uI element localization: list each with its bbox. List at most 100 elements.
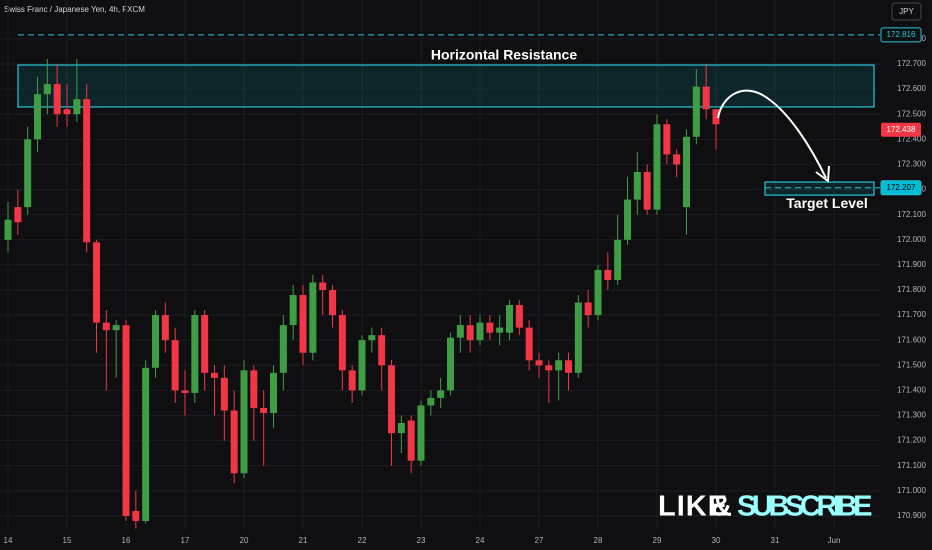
candle-body	[702, 86, 710, 110]
candle-body	[43, 84, 51, 95]
candle-body	[93, 242, 100, 323]
y-tick-label: 171.400	[897, 386, 926, 395]
price-axis-bg	[880, 0, 932, 550]
price-tag-label: 172.816	[887, 30, 916, 39]
y-tick-label: 171.600	[897, 335, 926, 344]
arrow	[717, 89, 827, 179]
x-tick-label: 31	[771, 536, 780, 545]
candle-body	[171, 340, 179, 391]
candle-body	[34, 94, 41, 140]
candle-body	[53, 84, 61, 115]
candle-body	[673, 154, 681, 165]
candle-body	[368, 335, 376, 341]
candle-body	[132, 510, 140, 521]
price-tag	[880, 27, 922, 43]
candle-body	[515, 305, 523, 328]
candle-body	[102, 322, 110, 331]
arrow-head	[815, 165, 830, 183]
candle-body	[712, 109, 720, 125]
candle-body	[270, 372, 277, 414]
candle-body	[447, 337, 454, 391]
candle-body	[476, 322, 484, 341]
candle-body	[112, 325, 120, 331]
zone-label: Target Level	[786, 195, 867, 211]
x-tick-label: 28	[594, 536, 603, 545]
x-tick-label: 21	[299, 536, 308, 545]
banner-subscribe: SUBSCRIBE	[737, 491, 873, 523]
y-tick-label: 172.600	[897, 84, 926, 93]
candle-body	[496, 327, 504, 333]
candle-body	[437, 390, 445, 398]
candle-body	[594, 269, 602, 316]
y-tick-label: 171.800	[897, 285, 926, 294]
candle-body	[486, 322, 494, 333]
current-price-label: 172.438	[887, 125, 916, 134]
x-tick-label: 30	[712, 536, 721, 545]
candle-body	[388, 365, 395, 434]
candle-body	[348, 370, 356, 391]
x-tick-label: 24	[476, 536, 485, 545]
x-tick-label: 20	[240, 536, 249, 545]
y-tick-label: 172.100	[897, 210, 926, 219]
candle-body	[299, 295, 307, 353]
candle-body	[692, 86, 700, 137]
candle-body	[279, 325, 287, 373]
x-tick-label: 23	[417, 536, 426, 545]
x-tick-label: 15	[63, 536, 72, 545]
candle-body	[633, 171, 641, 200]
candle-body	[358, 340, 366, 391]
zone-label: Horizontal Resistance	[431, 47, 577, 63]
zone	[17, 64, 875, 108]
y-tick-label: 172.500	[897, 109, 926, 118]
y-tick-label: 171.500	[897, 360, 926, 369]
candle-body	[201, 315, 209, 373]
candle-body	[122, 325, 130, 516]
x-tick-label: 29	[653, 536, 662, 545]
x-tick-label: Jun	[828, 536, 841, 545]
y-tick-label: 171.000	[897, 486, 926, 495]
chart-title: Swiss Franc / Japanese Yen, 4h, FXCM	[4, 5, 145, 14]
candle-body	[653, 124, 661, 210]
y-tick-label: 172.700	[897, 59, 926, 68]
candle-body	[506, 305, 513, 333]
y-tick-label: 170.900	[897, 511, 926, 520]
candle-body	[73, 99, 81, 115]
candle-body	[152, 315, 159, 368]
candle-body	[407, 420, 415, 461]
banner-amp: &	[711, 491, 732, 523]
candle-body	[63, 109, 71, 115]
candle-body	[427, 397, 435, 406]
candle-body	[329, 289, 336, 316]
currency-box[interactable]	[891, 2, 922, 21]
candle-body	[378, 335, 386, 366]
candle-body	[535, 360, 543, 366]
x-tick-label: 14	[4, 536, 13, 545]
candle-body	[397, 423, 405, 434]
candle-body	[624, 199, 631, 240]
x-tick-label: 17	[181, 536, 190, 545]
candle-body	[604, 269, 612, 280]
price-tag	[880, 180, 922, 196]
banner-like: LIKE	[658, 491, 728, 523]
current-price-tag	[881, 122, 921, 137]
candle-body	[191, 315, 199, 393]
candle-body	[289, 295, 297, 326]
candle-body	[466, 325, 474, 341]
y-tick-label: 171.300	[897, 411, 926, 420]
candle-body	[260, 407, 268, 414]
y-tick-label: 172.000	[897, 235, 926, 244]
candle-body	[181, 390, 189, 393]
y-tick-label: 171.100	[897, 461, 926, 470]
currency[interactable]: JPY	[899, 7, 914, 16]
candle-body	[584, 302, 592, 316]
candle-body	[545, 365, 553, 371]
candle-body	[555, 360, 563, 371]
candle-body	[83, 99, 91, 243]
candle-body	[142, 367, 150, 521]
candle-body	[417, 405, 425, 461]
price-tag-label: 172.207	[887, 183, 916, 192]
candle-body	[565, 360, 572, 373]
y-tick-label: 172.300	[897, 160, 926, 169]
y-tick-label: 171.200	[897, 436, 926, 445]
candle-body	[4, 219, 12, 240]
